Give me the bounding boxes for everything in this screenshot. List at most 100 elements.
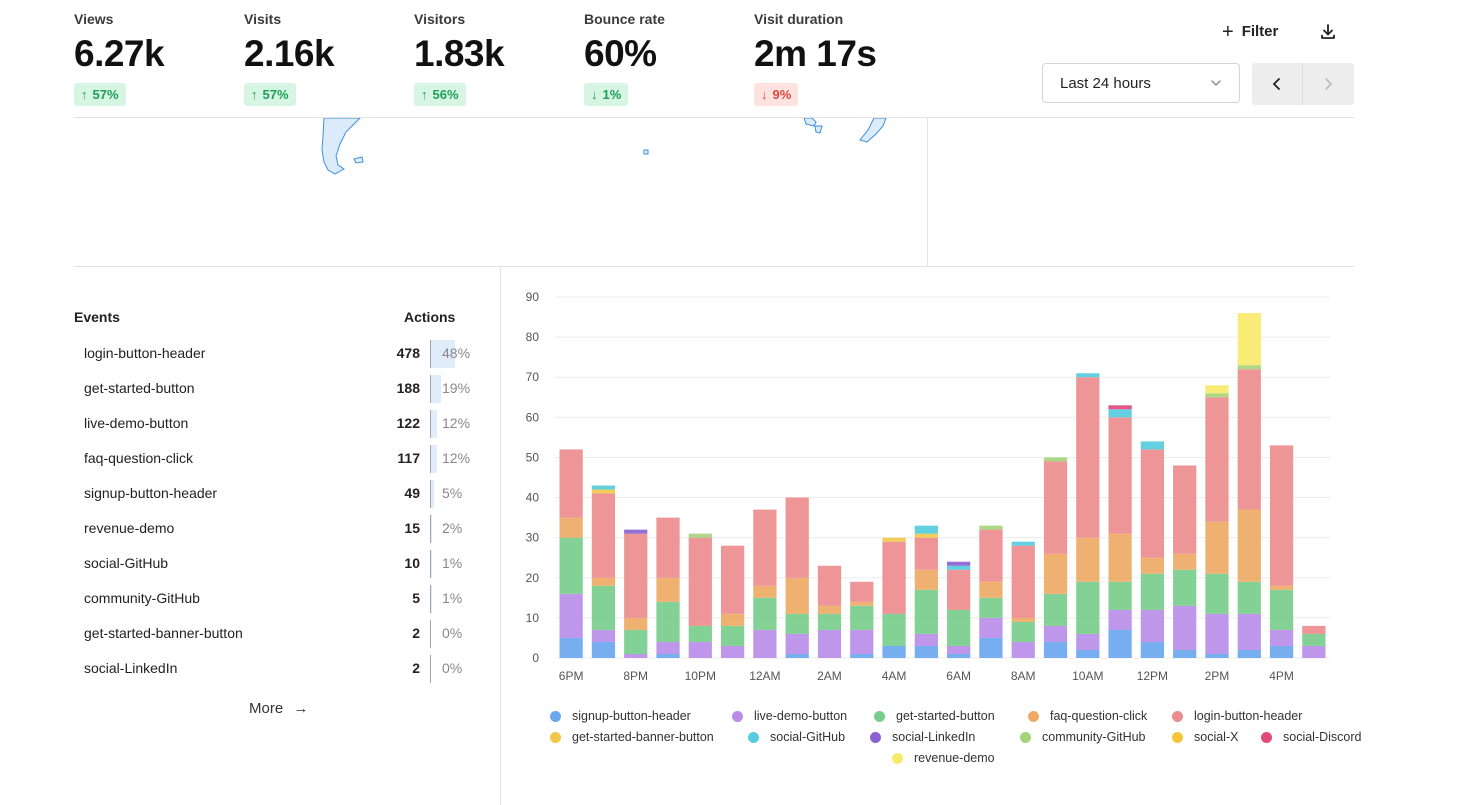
bar-segment-community-GitHub[interactable] [1237, 365, 1261, 370]
bar-segment-login-button-header[interactable] [817, 565, 842, 606]
bar-segment-login-button-header[interactable] [882, 541, 906, 614]
bar-segment-login-button-header[interactable] [1011, 545, 1035, 618]
bar-segment-signup-button-header[interactable] [1140, 641, 1165, 658]
bar-segment-get-started-button[interactable] [882, 613, 906, 646]
bar-segment-signup-button-header[interactable] [914, 645, 938, 658]
bar-segment-community-GitHub[interactable] [1205, 393, 1229, 398]
bar-segment-get-started-button[interactable] [720, 625, 745, 646]
bar-segment-faq-question-click[interactable] [1237, 509, 1261, 582]
bar-segment-faq-question-click[interactable] [624, 617, 648, 630]
bar-segment-live-demo-button[interactable] [559, 593, 583, 638]
bar-segment-signup-button-header[interactable] [656, 653, 680, 658]
bar-segment-faq-question-click[interactable] [656, 577, 680, 602]
bar-segment-live-demo-button[interactable] [720, 645, 745, 658]
event-row[interactable]: social-LinkedIn 2 0% [74, 653, 474, 683]
bar-segment-social-Discord[interactable] [1108, 405, 1132, 410]
bar-segment-signup-button-header[interactable] [1108, 629, 1132, 658]
bar-segment-get-started-button[interactable] [947, 609, 971, 646]
bar-segment-faq-question-click[interactable] [914, 569, 938, 590]
bar-segment-revenue-demo[interactable] [1205, 385, 1229, 394]
bar-segment-login-button-header[interactable] [688, 537, 712, 626]
bar-segment-signup-button-header[interactable] [947, 653, 971, 658]
next-period-button[interactable] [1303, 63, 1353, 105]
bar-segment-signup-button-header[interactable] [1237, 649, 1261, 658]
bar-segment-social-GitHub[interactable] [914, 525, 938, 534]
bar-segment-faq-question-click[interactable] [817, 605, 842, 614]
bar-segment-login-button-header[interactable] [1173, 465, 1197, 554]
bar-segment-live-demo-button[interactable] [1173, 605, 1197, 650]
bar-segment-faq-question-click[interactable] [979, 581, 1003, 598]
previous-period-button[interactable] [1252, 63, 1303, 105]
event-row[interactable]: signup-button-header 49 5% [74, 478, 474, 508]
bar-segment-faq-question-click[interactable] [1108, 533, 1132, 582]
bar-segment-get-started-banner-button[interactable] [591, 489, 616, 494]
world-map[interactable] [74, 118, 926, 266]
bar-segment-get-started-button[interactable] [1269, 589, 1294, 630]
bar-segment-faq-question-click[interactable] [1173, 553, 1197, 570]
bar-segment-get-started-button[interactable] [1205, 573, 1229, 614]
bar-segment-social-GitHub[interactable] [1076, 373, 1100, 378]
bar-segment-get-started-button[interactable] [1108, 581, 1132, 610]
bar-segment-get-started-button[interactable] [1140, 573, 1165, 610]
bar-segment-signup-button-header[interactable] [1043, 641, 1068, 658]
bar-segment-community-GitHub[interactable] [979, 525, 1003, 530]
bar-segment-live-demo-button[interactable] [1205, 613, 1229, 654]
bar-segment-get-started-banner-button[interactable] [882, 537, 906, 542]
bar-segment-login-button-header[interactable] [1043, 461, 1068, 554]
event-row[interactable]: faq-question-click 117 12% [74, 443, 474, 473]
bar-segment-get-started-banner-button[interactable] [914, 533, 938, 538]
bar-segment-get-started-button[interactable] [591, 585, 616, 630]
map-region-island[interactable] [643, 149, 649, 155]
bar-segment-live-demo-button[interactable] [1076, 633, 1100, 650]
map-region-new-zealand[interactable] [803, 118, 817, 127]
bar-segment-login-button-header[interactable] [979, 529, 1003, 582]
bar-segment-faq-question-click[interactable] [1205, 521, 1229, 574]
bar-segment-social-GitHub[interactable] [591, 485, 616, 490]
bar-segment-live-demo-button[interactable] [624, 653, 648, 658]
bar-segment-signup-button-header[interactable] [850, 653, 874, 658]
map-region-south-america[interactable] [321, 118, 361, 175]
bar-segment-faq-question-click[interactable] [559, 517, 583, 538]
bar-segment-login-button-header[interactable] [1269, 445, 1294, 586]
bar-segment-login-button-header[interactable] [1140, 449, 1165, 558]
bar-segment-get-started-button[interactable] [1011, 621, 1035, 642]
bar-segment-revenue-demo[interactable] [1237, 313, 1261, 366]
bar-segment-login-button-header[interactable] [914, 537, 938, 570]
bar-segment-signup-button-header[interactable] [785, 653, 809, 658]
bar-segment-login-button-header[interactable] [1108, 417, 1132, 534]
map-region-new-zealand[interactable] [859, 118, 887, 143]
filter-button[interactable]: + Filter [1222, 20, 1278, 44]
bar-segment-get-started-button[interactable] [688, 625, 712, 642]
bar-segment-login-button-header[interactable] [850, 581, 874, 602]
bar-segment-login-button-header[interactable] [591, 493, 616, 578]
bar-segment-login-button-header[interactable] [559, 449, 583, 518]
bar-segment-signup-button-header[interactable] [591, 641, 616, 658]
bar-segment-login-button-header[interactable] [1076, 377, 1100, 538]
bar-segment-get-started-button[interactable] [656, 601, 680, 642]
bar-segment-login-button-header[interactable] [947, 569, 971, 610]
bar-segment-login-button-header[interactable] [656, 517, 680, 578]
bar-segment-get-started-button[interactable] [753, 597, 777, 630]
bar-segment-login-button-header[interactable] [720, 545, 745, 614]
bar-segment-get-started-button[interactable] [785, 613, 809, 634]
bar-segment-live-demo-button[interactable] [1011, 641, 1035, 658]
bar-segment-live-demo-button[interactable] [688, 641, 712, 658]
bar-segment-signup-button-header[interactable] [882, 645, 906, 658]
bar-segment-login-button-header[interactable] [785, 497, 809, 578]
bar-segment-social-LinkedIn[interactable] [947, 561, 971, 566]
bar-segment-live-demo-button[interactable] [817, 629, 842, 658]
event-row[interactable]: get-started-banner-button 2 0% [74, 618, 474, 648]
bar-segment-live-demo-button[interactable] [785, 633, 809, 654]
more-link[interactable]: More → [249, 700, 308, 717]
bar-segment-faq-question-click[interactable] [1043, 553, 1068, 594]
bar-segment-signup-button-header[interactable] [1269, 645, 1294, 658]
bar-segment-faq-question-click[interactable] [753, 585, 777, 598]
bar-segment-get-started-button[interactable] [1302, 633, 1326, 646]
bar-segment-get-started-button[interactable] [817, 613, 842, 630]
bar-segment-live-demo-button[interactable] [947, 645, 971, 654]
event-row[interactable]: revenue-demo 15 2% [74, 513, 474, 543]
bar-segment-live-demo-button[interactable] [753, 629, 777, 658]
bar-segment-live-demo-button[interactable] [1302, 645, 1326, 658]
event-row[interactable]: social-GitHub 10 1% [74, 548, 474, 578]
bar-segment-social-GitHub[interactable] [1140, 441, 1165, 450]
